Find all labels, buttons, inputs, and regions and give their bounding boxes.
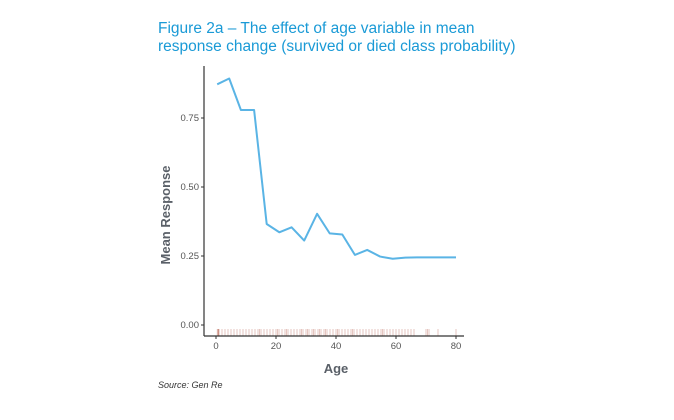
y-tick-label: 0.75 <box>181 113 200 124</box>
axes: 0 20 40 60 80 0.00 0.25 0.50 0.75 <box>181 66 464 352</box>
x-tick-label: 0 <box>213 341 218 352</box>
y-axis-label: Mean Response <box>158 166 173 265</box>
source-note: Source: Gen Re <box>158 380 223 390</box>
rug-marks <box>216 329 457 336</box>
y-tick-label: 0.50 <box>181 182 200 193</box>
title-line-1: Figure 2a – The effect of age variable i… <box>158 20 475 37</box>
chart-title: Figure 2a – The effect of age variable i… <box>158 20 516 56</box>
x-tick-label: 20 <box>271 341 282 352</box>
series-line <box>216 77 456 260</box>
title-line-2: response change (survived or died class … <box>158 38 516 55</box>
x-tick-label: 40 <box>331 341 342 352</box>
y-tick-label: 0.25 <box>181 251 200 262</box>
x-axis-label: Age <box>324 361 349 376</box>
x-tick-label: 80 <box>451 341 462 352</box>
y-tick-label: 0.00 <box>181 320 200 331</box>
x-tick-label: 60 <box>391 341 402 352</box>
